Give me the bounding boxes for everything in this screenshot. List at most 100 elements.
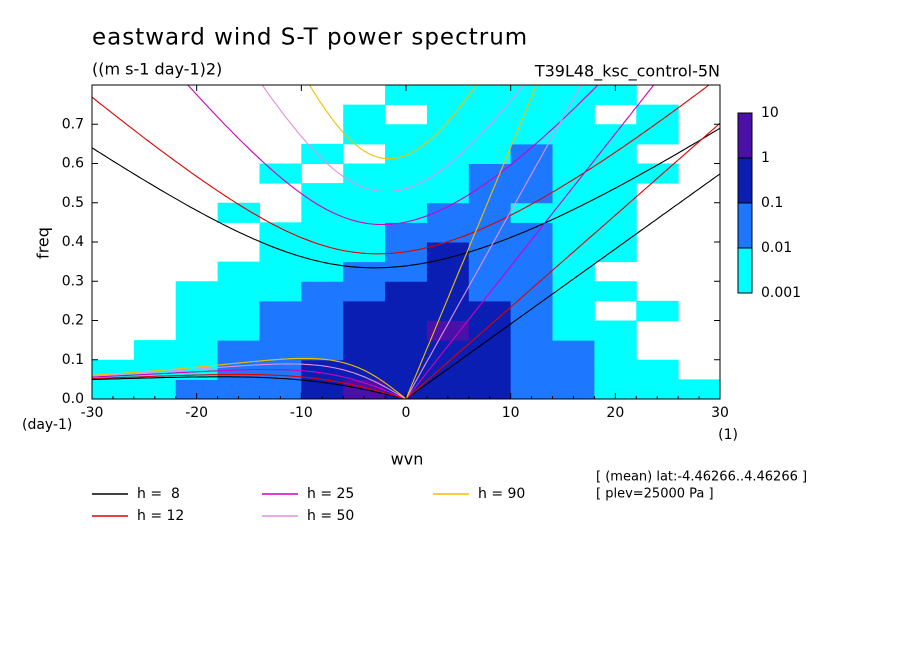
- dispersion-curve: [405, 122, 720, 399]
- power-cell: [468, 104, 512, 125]
- power-cell: [301, 222, 344, 243]
- power-cell: [385, 85, 428, 106]
- dispersion-curve: [92, 363, 407, 399]
- colorbar-label: 0.01: [761, 240, 792, 256]
- power-cell: [343, 281, 386, 302]
- power-cell: [552, 202, 595, 223]
- chart-subtitle: ((m s-1 day-1)2): [92, 60, 222, 79]
- dispersion-curve: [405, 85, 538, 399]
- power-cell: [343, 202, 386, 223]
- power-cell: [385, 359, 428, 380]
- power-cell: [510, 222, 554, 243]
- power-cell: [301, 281, 344, 302]
- power-cell: [217, 281, 260, 302]
- power-cell: [468, 281, 512, 302]
- y-tick-label: 0.5: [62, 195, 84, 211]
- power-cell: [217, 320, 260, 341]
- legend-label: h = 90: [478, 486, 525, 502]
- x-tick-label: -30: [81, 405, 104, 421]
- y-unit: (day-1): [22, 417, 72, 433]
- power-cell: [343, 242, 386, 263]
- power-cell: [343, 104, 386, 125]
- power-cell: [678, 379, 720, 399]
- dispersion-curve: [92, 376, 407, 399]
- power-cell: [343, 163, 386, 184]
- power-cell: [217, 202, 260, 223]
- power-cell: [594, 379, 637, 399]
- power-cell: [510, 104, 554, 125]
- power-cell: [594, 183, 637, 204]
- power-cell: [552, 222, 595, 243]
- x-tick-label: 20: [606, 405, 624, 421]
- power-cell: [594, 163, 637, 184]
- power-cell: [259, 340, 302, 361]
- power-cell: [552, 124, 595, 145]
- colorbar-label: 0.1: [761, 195, 783, 211]
- power-cell: [468, 222, 512, 243]
- power-cell: [426, 202, 470, 223]
- power-cell: [594, 124, 637, 145]
- power-cell: [594, 202, 637, 223]
- dispersion-curve: [308, 85, 477, 160]
- power-cell: [175, 379, 219, 399]
- power-cell: [636, 359, 679, 380]
- y-tick-label: 0.3: [62, 273, 84, 289]
- power-cell: [594, 143, 637, 164]
- power-cell: [301, 261, 344, 282]
- power-cell: [636, 124, 679, 145]
- power-cell: [385, 183, 428, 204]
- dispersion-curve: [405, 173, 720, 399]
- power-cell: [510, 300, 554, 321]
- power-cell: [259, 261, 302, 282]
- y-tick-label: 0.2: [62, 313, 84, 329]
- dispersion-curve: [405, 85, 582, 399]
- power-cell: [301, 202, 344, 223]
- power-cell: [510, 281, 554, 302]
- power-cell: [510, 379, 554, 399]
- power-cell: [426, 124, 470, 145]
- annotation: [ (mean) lat:-4.46266..4.46266 ]: [596, 470, 807, 485]
- dispersion-curve: [92, 357, 407, 399]
- legend-label: h = 12: [137, 508, 184, 524]
- curves: [92, 85, 720, 399]
- colorbar-label: 0.001: [761, 285, 801, 301]
- power-cell: [133, 340, 177, 361]
- power-cell: [175, 340, 219, 361]
- power-cell: [259, 222, 302, 243]
- power-cell: [552, 300, 595, 321]
- power-cell: [343, 359, 386, 380]
- power-cell: [636, 379, 679, 399]
- power-cell: [426, 183, 470, 204]
- dispersion-curve: [405, 85, 655, 399]
- power-cell: [468, 320, 512, 341]
- power-cell: [385, 300, 428, 321]
- power-cell: [343, 340, 386, 361]
- power-cell: [259, 379, 302, 399]
- dispersion-curve: [92, 127, 720, 269]
- power-cell: [426, 242, 470, 263]
- power-cell: [301, 183, 344, 204]
- colorbar-box: [737, 157, 753, 204]
- x-tick-label: 30: [711, 405, 729, 421]
- power-cell: [552, 379, 595, 399]
- y-tick-label: 0.6: [62, 156, 84, 172]
- power-cell: [301, 143, 344, 164]
- power-cell: [343, 183, 386, 204]
- power-cell: [385, 320, 428, 341]
- power-cell: [301, 242, 344, 263]
- power-cell: [552, 143, 595, 164]
- y-tick-label: 0.7: [62, 116, 84, 132]
- power-cell: [426, 379, 470, 399]
- power-cell: [259, 242, 302, 263]
- power-cell: [385, 163, 428, 184]
- colorbar-box: [737, 202, 753, 249]
- colorbar-label: 1: [761, 150, 770, 166]
- power-cell: [426, 222, 470, 243]
- power-cell: [426, 143, 470, 164]
- power-cell: [468, 359, 512, 380]
- chart-title: eastward wind S-T power spectrum: [92, 25, 528, 51]
- colorbar-box: [737, 112, 753, 159]
- power-cell: [385, 222, 428, 243]
- power-cell: [385, 202, 428, 223]
